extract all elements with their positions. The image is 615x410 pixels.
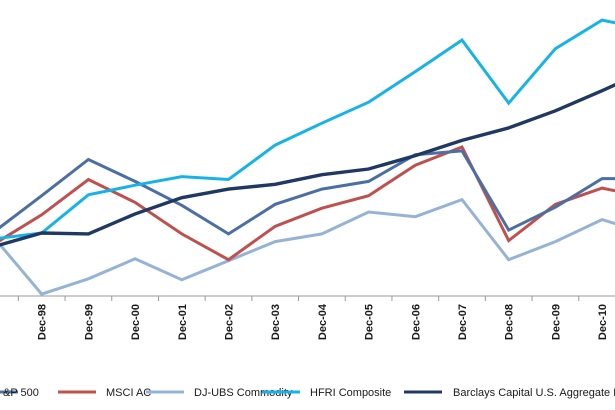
x-tick-label: Dec-10	[597, 304, 609, 340]
legend: &P 500 MSCI AC DJ-UBS Commodity HFRI Compos…	[0, 387, 615, 399]
x-tick-label: Dec-05	[364, 304, 376, 340]
series-line-hfri-composite	[0, 18, 615, 240]
series-line-dj-ubs-commodity	[0, 197, 615, 296]
x-tick-label: Dec-98	[37, 304, 49, 340]
x-axis	[0, 295, 615, 301]
x-tick-label: Dec-08	[504, 304, 516, 340]
x-tick-label: Dec-02	[224, 304, 236, 340]
x-tick-label: Dec-07	[457, 304, 469, 340]
x-tick-label: Dec-04	[317, 303, 329, 340]
series-lines	[0, 18, 615, 296]
x-tick-label: Dec-00	[130, 304, 142, 340]
series-line-s-p-500	[0, 149, 615, 236]
legend-label: Barclays Capital U.S. Aggregate Bond I	[453, 387, 615, 399]
series-line-barclays-capital-u-s-aggregate-bond-index	[0, 83, 615, 247]
x-tick-label: Dec-09	[550, 304, 562, 340]
legend-item: &P 500	[0, 387, 39, 399]
legend-item: MSCI AC	[58, 387, 151, 399]
series-line-msci-ac	[0, 145, 615, 262]
legend-label: MSCI AC	[106, 387, 151, 399]
legend-item: Barclays Capital U.S. Aggregate Bond I	[404, 387, 615, 399]
x-tick-label: Dec-99	[83, 304, 95, 340]
x-tick-labels: Dec-98 Dec-99 Dec-00 Dec-01 Dec-02 Dec-03 Dec-…	[37, 303, 609, 340]
legend-item: DJ-UBS Commodity	[146, 387, 293, 399]
legend-label: DJ-UBS Commodity	[194, 387, 293, 399]
x-tick-label: Dec-03	[270, 304, 282, 340]
x-tick-label: Dec-01	[177, 304, 189, 340]
x-tick-label: Dec-06	[410, 304, 422, 340]
legend-label: HFRI Composite	[310, 387, 391, 399]
legend-label: &P 500	[3, 387, 39, 399]
legend-item: HFRI Composite	[262, 387, 391, 399]
